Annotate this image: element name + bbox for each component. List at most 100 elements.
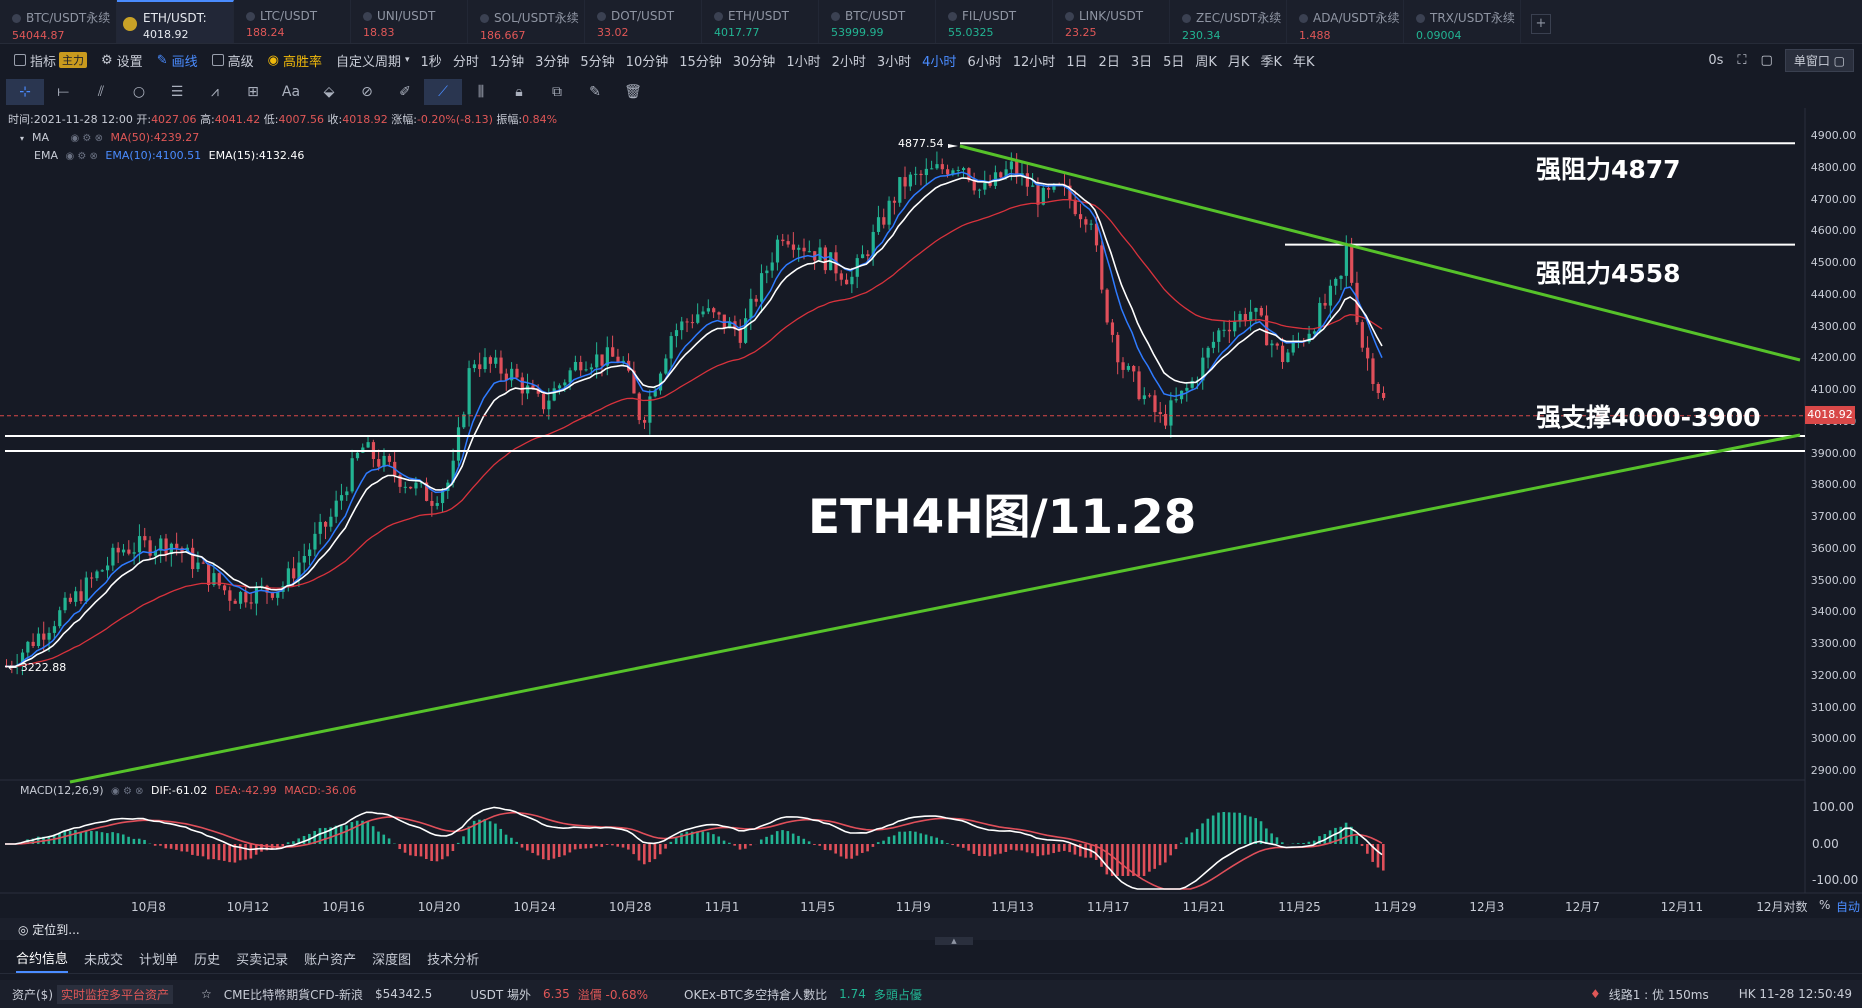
lock-icon[interactable]: 🔒︎ bbox=[515, 84, 523, 100]
panel-toggle-icon[interactable]: ▲ bbox=[935, 937, 973, 945]
period-option[interactable]: 1分钟 bbox=[489, 54, 525, 70]
screenshot-icon[interactable]: ▢ bbox=[1760, 52, 1773, 68]
period-option[interactable]: 月K bbox=[1227, 54, 1250, 70]
period-option[interactable]: 2小时 bbox=[831, 54, 866, 70]
ray-tool-icon[interactable]: ⫽ bbox=[97, 84, 105, 100]
indicator-button[interactable]: 指标 主力 bbox=[14, 51, 88, 70]
candle-body bbox=[892, 200, 897, 203]
period-option[interactable]: 6小时 bbox=[967, 54, 1002, 70]
symbol-tab[interactable]: ADA/USDT永续 1.488 bbox=[1287, 0, 1404, 43]
bottom-tab[interactable]: 买卖记录 bbox=[236, 953, 289, 968]
measure-tool-icon[interactable]: ⊞ bbox=[247, 84, 259, 100]
bottom-tab[interactable]: 计划单 bbox=[139, 953, 179, 968]
add-tab-button[interactable]: + bbox=[1531, 14, 1551, 34]
symbol-tabs: BTC/USDT永续 54044.87 ETH/USDT: 4018.92 LTC/US… bbox=[0, 0, 1862, 44]
period-option[interactable]: 5日 bbox=[1163, 54, 1185, 70]
advanced-icon bbox=[211, 54, 224, 66]
auto-toggle[interactable]: 自动 bbox=[1836, 900, 1861, 914]
candle-body bbox=[1078, 214, 1083, 220]
low-price-tag: ← 3222.88 bbox=[8, 661, 67, 674]
price-tick: 3400.00 bbox=[1810, 605, 1857, 619]
winrate-button[interactable]: ◉ 高胜率 bbox=[267, 52, 322, 70]
period-option[interactable]: 季K bbox=[1260, 54, 1282, 70]
symbol-tab[interactable]: ETH/USDT 4017.77 bbox=[702, 0, 819, 43]
locate-bar[interactable]: ◎ 定位到... bbox=[0, 918, 1862, 940]
candle-body bbox=[993, 172, 998, 186]
symbol-tab[interactable]: SOL/USDT永续 186.667 bbox=[468, 0, 585, 43]
macd-histogram-bar bbox=[84, 830, 88, 844]
symbol-tab[interactable]: ETH/USDT: 4018.92 bbox=[117, 0, 234, 43]
copy-icon[interactable]: ⧉ bbox=[552, 84, 562, 100]
period-option[interactable]: 12小时 bbox=[1012, 54, 1056, 70]
period-option[interactable]: 年K bbox=[1292, 54, 1315, 70]
symbol-tab[interactable]: BTC/USDT 53999.99 bbox=[819, 0, 936, 43]
candle-body bbox=[1105, 289, 1109, 323]
period-option[interactable]: 15分钟 bbox=[679, 54, 722, 70]
fullscreen-icon[interactable]: ⛶ bbox=[1737, 52, 1747, 68]
period-option[interactable]: 周K bbox=[1195, 54, 1217, 70]
symbol-tab[interactable]: UNI/USDT 18.83 bbox=[351, 0, 468, 43]
channel-tool-icon[interactable]: ☰ bbox=[170, 84, 184, 100]
macd-histogram-bar bbox=[1110, 844, 1114, 876]
cursor-tool-icon[interactable]: ⊹ bbox=[6, 79, 44, 105]
period-option[interactable]: 3分钟 bbox=[535, 54, 570, 70]
symbol-tab[interactable]: DOT/USDT 33.02 bbox=[585, 0, 702, 43]
bottom-tab[interactable]: 未成交 bbox=[84, 953, 124, 968]
advanced-button[interactable]: 高级 bbox=[211, 51, 254, 70]
period-option[interactable]: 2日 bbox=[1098, 54, 1120, 70]
period-option[interactable]: 4小时 bbox=[922, 54, 957, 70]
pct-toggle[interactable]: % bbox=[1819, 898, 1831, 912]
symbol-tab[interactable]: FIL/USDT 55.0325 bbox=[936, 0, 1053, 43]
symbol-tab[interactable]: ZEC/USDT永续 230.34 bbox=[1170, 0, 1287, 43]
period-option[interactable]: 10分钟 bbox=[625, 54, 669, 70]
star-icon[interactable]: ☆ bbox=[201, 987, 212, 1001]
macd-histogram-bar bbox=[1169, 844, 1172, 856]
period-option[interactable]: 1秒 bbox=[420, 54, 442, 70]
price-axis[interactable]: 4900.00 4800.00 4700.00 4600.00 4500.00 4400.… bbox=[1805, 120, 1862, 880]
candle-body bbox=[393, 461, 397, 476]
ruler-tool-icon[interactable]: ✐ bbox=[399, 84, 411, 100]
period-option[interactable]: 3小时 bbox=[876, 54, 912, 70]
custom-period-dropdown[interactable]: 自定义周期 ▾ bbox=[335, 54, 410, 70]
eye-icon[interactable]: ◉ ⚙ ⊗ bbox=[65, 151, 98, 162]
bottom-tab[interactable]: 合约信息 bbox=[16, 944, 69, 973]
symbol-tab[interactable]: TRX/USDT永续 0.09004 bbox=[1404, 0, 1521, 43]
candle-body bbox=[972, 180, 976, 191]
candle-tool-icon[interactable]: ⫼ bbox=[477, 84, 485, 100]
magnet-tool-icon[interactable]: ⬙ bbox=[323, 84, 335, 100]
window-mode-select[interactable]: 单窗口 ▢ bbox=[1784, 48, 1854, 72]
trash-icon[interactable]: 🗑︎ bbox=[624, 84, 642, 100]
candle-body bbox=[180, 547, 184, 553]
symbol-tab[interactable]: LINK/USDT 23.25 bbox=[1053, 0, 1170, 43]
symbol-tab[interactable]: BTC/USDT永续 54044.87 bbox=[0, 0, 117, 43]
bottom-tab[interactable]: 深度图 bbox=[372, 953, 412, 968]
price-tick: 4300.00 bbox=[1810, 319, 1857, 333]
candle-body bbox=[722, 314, 726, 329]
lock-draw-tool-icon[interactable]: ⟋ bbox=[424, 79, 462, 105]
bottom-tab[interactable]: 账户资产 bbox=[304, 953, 357, 968]
macd-histogram-bar bbox=[180, 844, 184, 852]
symbol-tab[interactable]: LTC/USDT 188.24 bbox=[234, 0, 351, 43]
edit-icon[interactable]: ✎ bbox=[589, 84, 601, 100]
settings-button[interactable]: ⚙ 设置 bbox=[101, 52, 143, 70]
period-option[interactable]: 30分钟 bbox=[732, 54, 776, 70]
tab-price: 4017.77 bbox=[714, 26, 760, 39]
monitor-link[interactable]: 实时监控多平台资产 bbox=[57, 984, 174, 1004]
candle-body bbox=[462, 414, 466, 428]
circle-tool-icon[interactable]: ○ bbox=[132, 84, 146, 100]
eye-icon[interactable]: ◉ ⚙ ⊗ bbox=[111, 786, 144, 797]
text-tool-icon[interactable]: Aa bbox=[281, 84, 301, 100]
eye-icon[interactable]: ◉ ⚙ ⊗ bbox=[70, 133, 103, 144]
draw-button[interactable]: ✎ 画线 bbox=[156, 52, 198, 70]
collapse-icon[interactable]: ▾ bbox=[20, 134, 25, 143]
wave-tool-icon[interactable]: ⩘ bbox=[211, 84, 219, 100]
bottom-tab[interactable]: 技术分析 bbox=[427, 953, 480, 968]
hide-tool-icon[interactable]: ⊘ bbox=[361, 84, 373, 100]
period-option[interactable]: 1日 bbox=[1066, 54, 1088, 70]
period-option[interactable]: 1小时 bbox=[786, 54, 821, 70]
period-option[interactable]: 分时 bbox=[452, 54, 479, 70]
segment-tool-icon[interactable]: ⟝ bbox=[57, 84, 69, 100]
period-option[interactable]: 3日 bbox=[1130, 54, 1153, 70]
bottom-tab[interactable]: 历史 bbox=[194, 953, 221, 968]
period-option[interactable]: 5分钟 bbox=[580, 54, 615, 70]
